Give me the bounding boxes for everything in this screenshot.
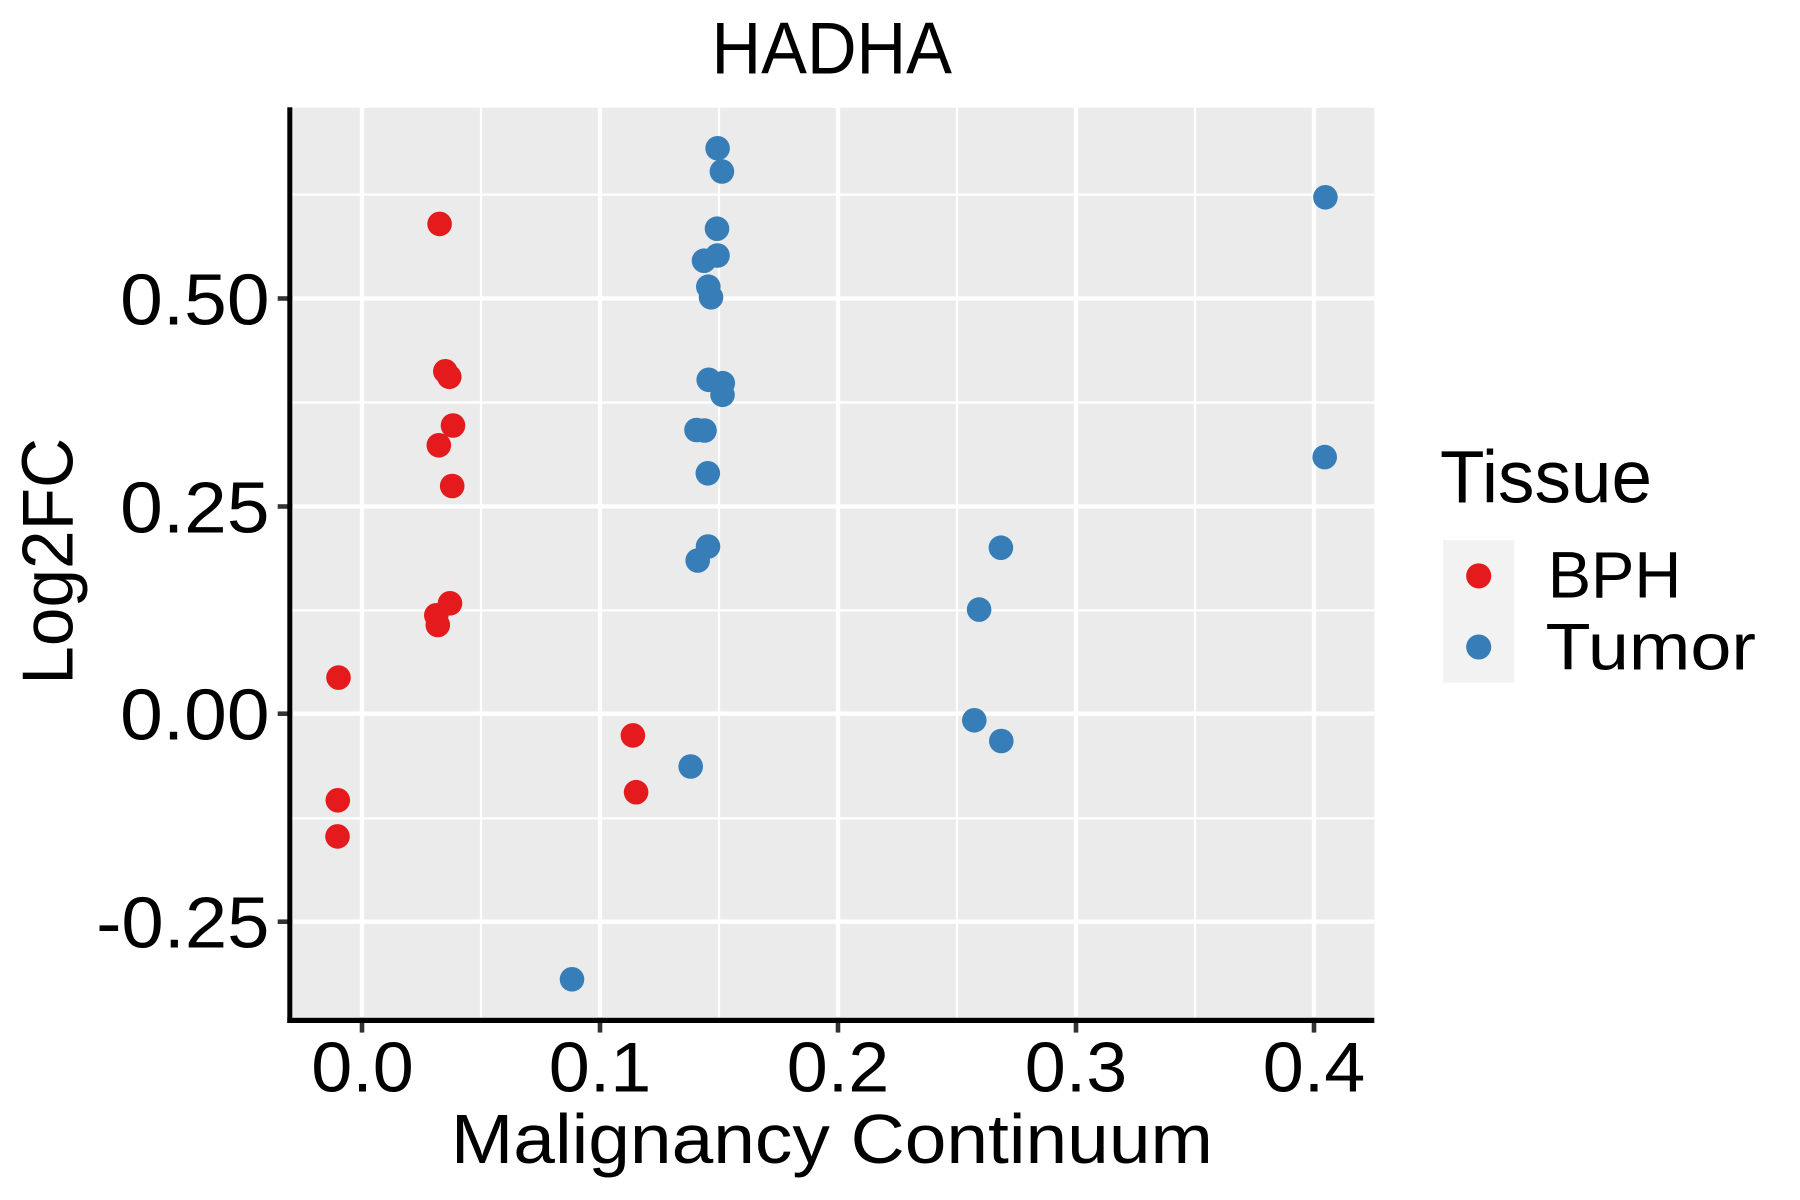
svg-text:HADHA: HADHA bbox=[712, 9, 953, 90]
svg-text:-0.25: -0.25 bbox=[96, 884, 269, 964]
svg-text:0.1: 0.1 bbox=[549, 1028, 652, 1107]
svg-text:0.3: 0.3 bbox=[1025, 1028, 1128, 1107]
svg-text:0.0: 0.0 bbox=[311, 1028, 414, 1107]
svg-text:0.25: 0.25 bbox=[120, 469, 269, 549]
svg-text:Log2FC: Log2FC bbox=[8, 438, 89, 685]
svg-text:0.50: 0.50 bbox=[120, 261, 269, 341]
svg-text:Tissue: Tissue bbox=[1440, 436, 1652, 519]
svg-text:0.2: 0.2 bbox=[787, 1028, 890, 1107]
svg-text:Tumor: Tumor bbox=[1546, 611, 1757, 684]
svg-text:0.4: 0.4 bbox=[1263, 1028, 1366, 1107]
svg-text:Malignancy Continuum: Malignancy Continuum bbox=[451, 1100, 1213, 1178]
svg-text:0.00: 0.00 bbox=[120, 676, 269, 756]
svg-text:BPH: BPH bbox=[1548, 538, 1682, 611]
